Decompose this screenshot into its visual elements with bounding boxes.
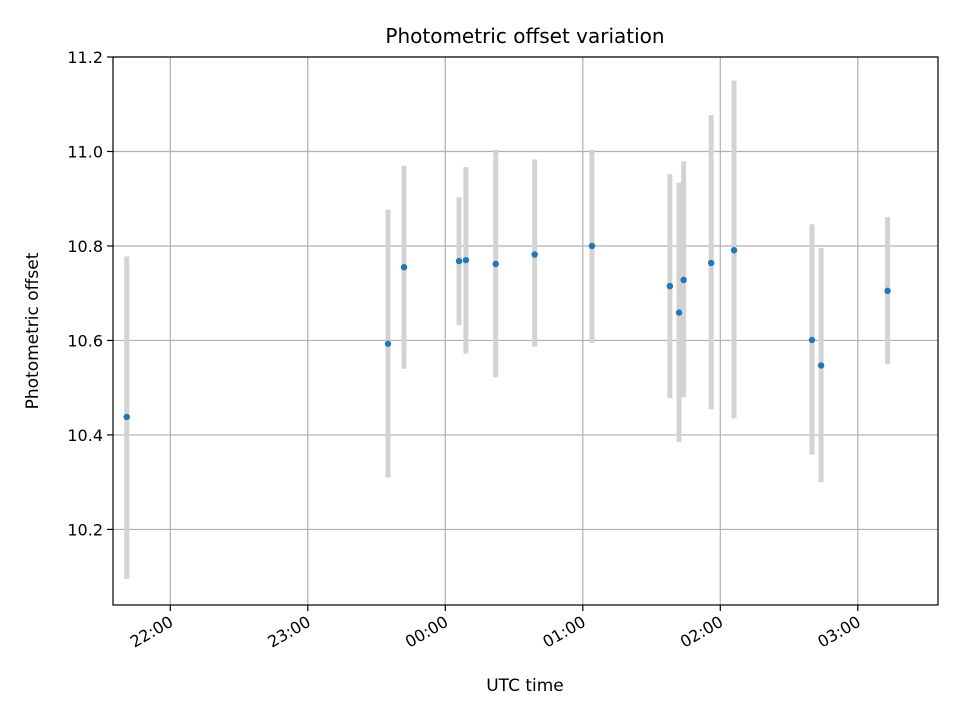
y-axis-label: Photometric offset <box>23 252 43 409</box>
y-tick-label: 10.8 <box>67 237 103 256</box>
y-axis-ticks: 10.2 10.4 10.6 10.8 11.0 11.2 <box>67 48 113 539</box>
data-point <box>884 287 891 295</box>
y-tick-label: 11.2 <box>67 48 103 67</box>
data-point <box>492 260 499 268</box>
y-tick-label: 10.4 <box>67 426 103 445</box>
y-tick-label: 11.0 <box>67 142 103 161</box>
data-point <box>384 340 392 347</box>
data-point <box>455 257 463 265</box>
data-point <box>666 282 674 290</box>
data-point <box>675 309 683 316</box>
y-tick-label: 10.2 <box>67 520 103 539</box>
data-point <box>123 413 130 421</box>
data-point <box>531 251 538 258</box>
y-tick-label: 10.6 <box>67 331 103 350</box>
plot-frame <box>112 56 939 606</box>
data-point <box>707 259 715 267</box>
data-point <box>680 276 687 284</box>
data-point <box>817 362 825 369</box>
chart-title: Photometric offset variation <box>385 24 664 48</box>
data-points <box>123 242 891 421</box>
data-point <box>588 242 596 250</box>
data-point <box>400 264 408 271</box>
data-point <box>730 247 738 254</box>
data-point <box>808 336 816 344</box>
data-point <box>462 256 470 264</box>
x-axis-label: UTC time <box>486 676 564 696</box>
